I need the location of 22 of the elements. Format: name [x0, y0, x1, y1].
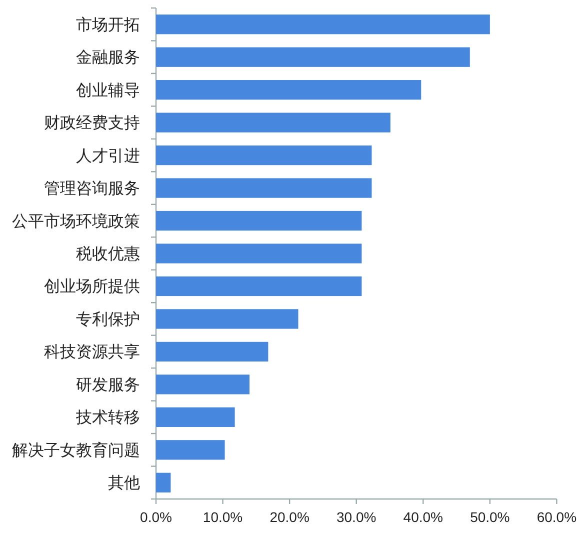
- y-tick-label: 研发服务: [76, 374, 140, 394]
- y-tick-label: 人才引进: [76, 146, 140, 165]
- y-tick-label: 创业场所提供: [44, 276, 140, 296]
- x-tick-label: 20.0%: [270, 509, 310, 525]
- x-tick-label: 50.0%: [470, 509, 510, 525]
- y-tick-label: 技术转移: [75, 408, 140, 427]
- y-tick-label: 财政经费支持: [44, 113, 140, 132]
- y-tick-label: 专利保护: [76, 309, 140, 328]
- x-tick-label: 60.0%: [536, 509, 577, 525]
- y-tick-label: 税收优惠: [76, 244, 140, 263]
- y-tick-label: 创业辅导: [76, 80, 140, 100]
- y-tick-label: 金融服务: [76, 48, 140, 67]
- y-tick-label: 解决子女教育问题: [12, 440, 140, 460]
- y-tick-label: 公平市场环境政策: [12, 211, 140, 230]
- y-tick-label: 其他: [108, 473, 140, 492]
- x-tick-label: 30.0%: [336, 509, 376, 525]
- y-tick-label: 市场开拓: [76, 14, 140, 34]
- y-tick-label: 管理咨询服务: [44, 178, 140, 198]
- x-tick-label: 10.0%: [202, 509, 243, 525]
- x-tick-label: 0.0%: [140, 509, 172, 525]
- x-tick-label: 40.0%: [403, 509, 443, 525]
- y-tick-label: 科技资源共享: [44, 342, 140, 362]
